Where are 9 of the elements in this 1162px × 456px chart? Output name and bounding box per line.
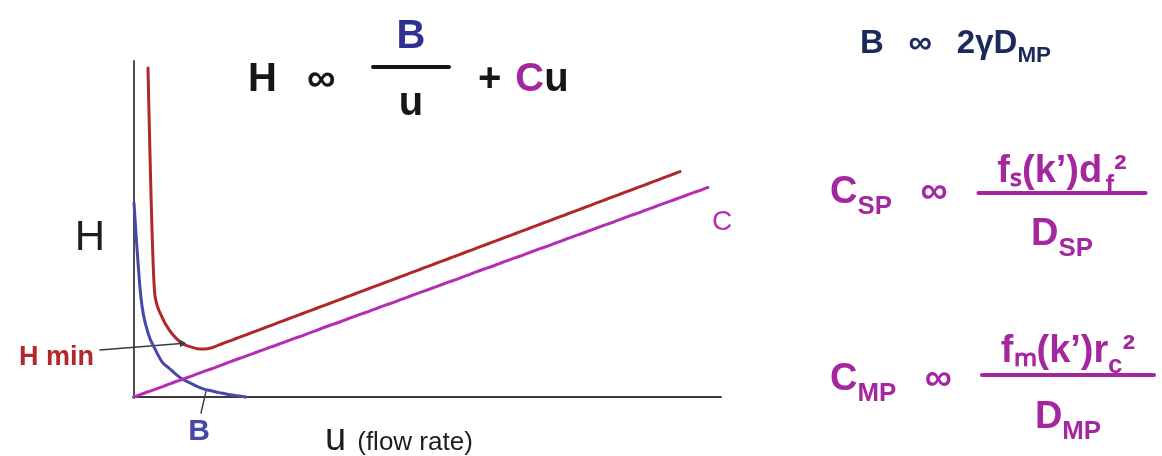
x-axis-title: u (flow rate) (325, 416, 473, 456)
text: H min (18, 340, 94, 371)
annotation: H ∞ (248, 55, 336, 99)
y-axis-title: H (74, 212, 106, 259)
text: B (396, 12, 426, 56)
series-label: C (711, 205, 733, 237)
annotation: + Cu (478, 55, 569, 99)
series-label: B (188, 413, 210, 446)
annotation: u (398, 79, 424, 123)
